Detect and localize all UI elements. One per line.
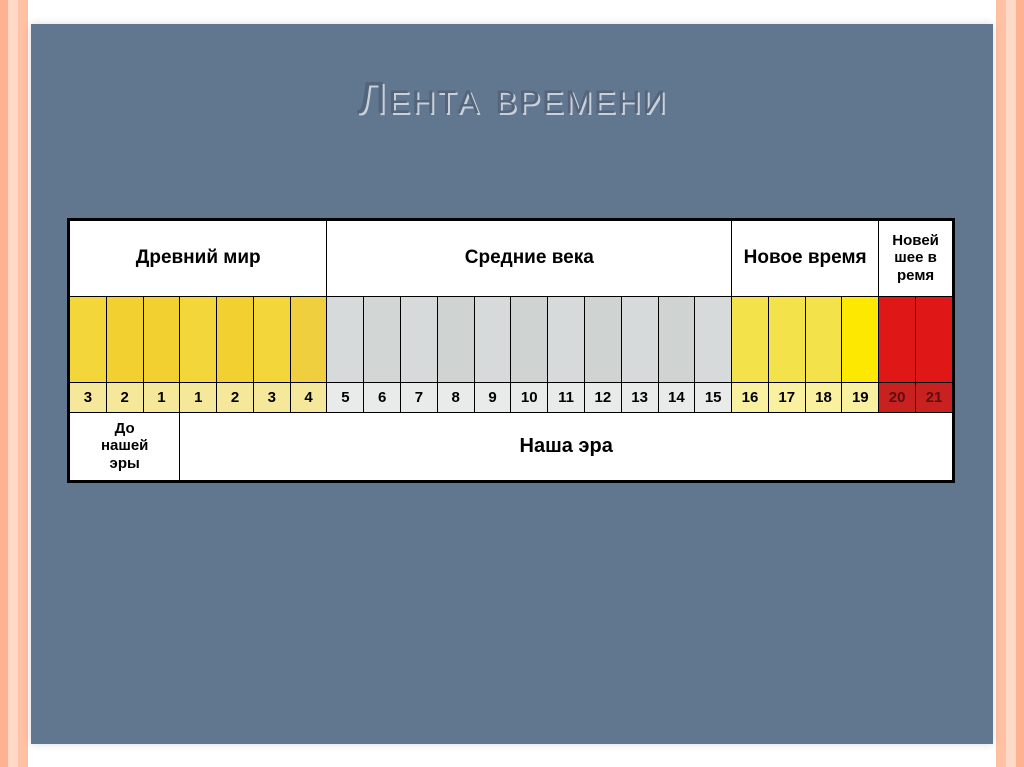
century-color-cell	[768, 296, 805, 382]
century-color-cell	[879, 296, 916, 382]
century-number-cell: 4	[290, 382, 327, 412]
century-number-row: 321123456789101112131415161718192021	[70, 382, 953, 412]
era-cell: Наша эра	[180, 412, 953, 480]
era-cell: Донашейэры	[70, 412, 180, 480]
slide-title-text: Лента времени	[357, 72, 668, 124]
century-number-cell: 10	[511, 382, 548, 412]
period-cell: Древний мир	[70, 220, 327, 296]
century-color-cell	[290, 296, 327, 382]
timeline-table: Древний мирСредние векаНовое времяНовейш…	[69, 220, 953, 481]
accent-stripe	[1006, 0, 1016, 767]
century-color-cell	[437, 296, 474, 382]
century-color-cell	[364, 296, 401, 382]
century-number-cell: 5	[327, 382, 364, 412]
period-cell: Новое время	[732, 220, 879, 296]
century-number-cell: 1	[180, 382, 217, 412]
left-accent-stripes	[0, 0, 28, 767]
century-number-cell: 11	[548, 382, 585, 412]
century-color-cell	[842, 296, 879, 382]
timeline-chart: Древний мирСредние векаНовое времяНовейш…	[67, 218, 955, 483]
century-number-cell: 15	[695, 382, 732, 412]
century-color-cell	[327, 296, 364, 382]
century-color-cell	[511, 296, 548, 382]
century-color-cell	[732, 296, 769, 382]
era-row: ДонашейэрыНаша эра	[70, 412, 953, 480]
century-color-cell	[584, 296, 621, 382]
century-number-cell: 13	[621, 382, 658, 412]
century-number-cell: 17	[768, 382, 805, 412]
century-color-cell	[474, 296, 511, 382]
century-color-cell	[180, 296, 217, 382]
century-number-cell: 2	[217, 382, 254, 412]
century-number-cell: 20	[879, 382, 916, 412]
century-number-cell: 3	[253, 382, 290, 412]
accent-stripe	[0, 0, 8, 767]
century-color-cell	[70, 296, 107, 382]
century-number-cell: 21	[915, 382, 952, 412]
period-cell: Средние века	[327, 220, 732, 296]
accent-stripe	[996, 0, 1006, 767]
century-color-cell	[217, 296, 254, 382]
accent-stripe	[1016, 0, 1024, 767]
color-row	[70, 296, 953, 382]
century-number-cell: 18	[805, 382, 842, 412]
century-number-cell: 16	[732, 382, 769, 412]
century-number-cell: 6	[364, 382, 401, 412]
century-color-cell	[106, 296, 143, 382]
century-color-cell	[143, 296, 180, 382]
century-number-cell: 19	[842, 382, 879, 412]
century-color-cell	[805, 296, 842, 382]
period-cell: Новейшее время	[879, 220, 953, 296]
century-number-cell: 3	[70, 382, 107, 412]
century-number-cell: 7	[401, 382, 438, 412]
century-color-cell	[695, 296, 732, 382]
century-color-cell	[658, 296, 695, 382]
century-number-cell: 12	[584, 382, 621, 412]
accent-stripe	[8, 0, 18, 767]
century-color-cell	[548, 296, 585, 382]
century-number-cell: 9	[474, 382, 511, 412]
slide: Лента времени Древний мирСредние векаНов…	[31, 24, 993, 744]
century-color-cell	[915, 296, 952, 382]
accent-stripe	[18, 0, 28, 767]
century-color-cell	[401, 296, 438, 382]
century-number-cell: 2	[106, 382, 143, 412]
century-number-cell: 14	[658, 382, 695, 412]
century-color-cell	[253, 296, 290, 382]
century-number-cell: 8	[437, 382, 474, 412]
century-color-cell	[621, 296, 658, 382]
period-row: Древний мирСредние векаНовое времяНовейш…	[70, 220, 953, 296]
outer-frame: Лента времени Древний мирСредние векаНов…	[0, 0, 1024, 767]
century-number-cell: 1	[143, 382, 180, 412]
right-accent-stripes	[996, 0, 1024, 767]
slide-title: Лента времени	[31, 72, 993, 124]
